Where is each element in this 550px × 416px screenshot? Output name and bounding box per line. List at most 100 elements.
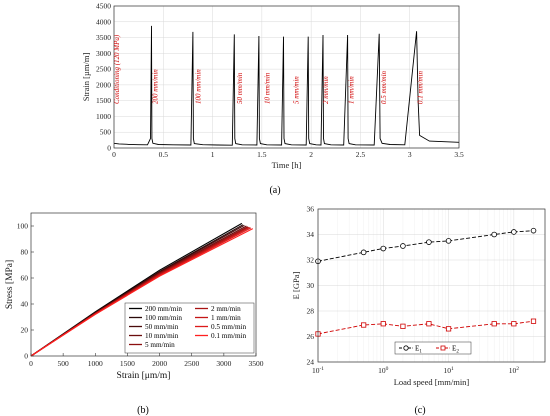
legend-label-b: 1 mm/min <box>211 314 241 322</box>
tick-label-x-a: 2.5 <box>356 150 366 159</box>
annotation-label: 2 mm/min <box>322 76 330 104</box>
tick-label-y-a: 4500 <box>96 2 111 11</box>
x-axis-label-c: Load speed [mm/min] <box>394 377 470 387</box>
caption-b: (b) <box>137 405 149 416</box>
annotation-label: Conditioning (120 MPa) <box>113 34 121 104</box>
tick-label-y-b: 0 <box>24 352 28 361</box>
panel-b-stress-strain: 0 500 1000 1500 2000 2500 3000 3500 0 20 40 60 80 100… <box>5 212 264 381</box>
tick-label-y-a: 0 <box>107 144 111 153</box>
tick-label-x-b: 0 <box>29 359 33 368</box>
marker-E1 <box>380 245 387 252</box>
frame-b <box>30 212 257 357</box>
annotation-label: 1 mm/min <box>348 76 356 104</box>
y-axis-label-b: Stress [MPa] <box>5 260 15 309</box>
tick-label-x-b: 2000 <box>152 359 167 368</box>
legend-label-b: 5 mm/min <box>145 341 175 349</box>
tick-label-x-b: 1000 <box>88 359 103 368</box>
tick-label-y-a: 3000 <box>96 49 111 58</box>
strain-line <box>113 25 460 146</box>
annotation-label: 0.5 mm/min <box>380 70 388 104</box>
legend-label-b: 0.5 mm/min <box>211 323 247 331</box>
tick-label-y-a: 500 <box>100 128 112 137</box>
tick-label-y-a: 1500 <box>96 96 111 105</box>
tick-label-x-a: 1.5 <box>257 150 267 159</box>
tick-label-y-a: 1000 <box>96 112 111 121</box>
marker-E1 <box>530 227 537 234</box>
tick-label-y-b: 80 <box>21 248 29 257</box>
tick-label-x-a: 1 <box>211 150 215 159</box>
marker-E2 <box>380 321 386 327</box>
legend-b <box>124 302 255 354</box>
tick-label-y-c: 26 <box>307 332 315 341</box>
y-axis-label-c: E [GPa] <box>291 272 301 300</box>
tick-label-y-b: 40 <box>21 300 29 309</box>
tick-label-y-b: 60 <box>21 274 29 283</box>
marker-E2 <box>530 318 537 324</box>
x-axis-label-b: Strain [μm/m] <box>117 371 171 381</box>
legend-label-c: E1 <box>415 345 422 355</box>
annotation-label: 200 mm/min <box>151 69 159 104</box>
marker-E1 <box>511 229 517 235</box>
tick-label-x-b: 500 <box>58 359 70 368</box>
plot-area-a <box>114 6 459 148</box>
tick-label-y-a: 4000 <box>96 17 111 26</box>
legend-label-b: 10 mm/min <box>145 332 179 340</box>
frame-a <box>113 5 460 149</box>
tick-label-x-a: 3 <box>408 150 412 159</box>
curve-0-1-mm-min <box>30 228 254 357</box>
tick-label-y-c: 24 <box>307 358 315 367</box>
tick-label-x-a: 0.5 <box>159 150 169 159</box>
tick-label-y-b: 20 <box>21 326 29 335</box>
tick-label-x-b: 2500 <box>184 359 199 368</box>
legend-label-b: 0.1 mm/min <box>211 332 247 340</box>
annotation-label: 0.1 mm/min <box>417 70 425 104</box>
tick-label-x-a: 2 <box>309 150 313 159</box>
tick-label-x-c: 101 <box>443 366 454 375</box>
tick-label-y-c: 28 <box>307 307 315 316</box>
legend-marker-c <box>403 345 409 351</box>
tick-label-y-c: 30 <box>307 281 315 290</box>
tick-label-y-c: 36 <box>307 205 315 214</box>
tick-label-x-c: 102 <box>509 366 520 375</box>
tick-label-x-a: 3.5 <box>454 150 464 159</box>
marker-E1 <box>445 238 452 244</box>
marker-E1 <box>360 249 367 256</box>
legend-label-b: 100 mm/min <box>145 314 182 322</box>
tick-label-x-c: 100 <box>378 366 389 375</box>
tick-label-x-a: 0 <box>112 150 116 159</box>
marker-E2 <box>445 326 452 332</box>
tick-label-y-c: 34 <box>307 230 315 239</box>
marker-E1 <box>400 243 406 249</box>
panel-a-strain-time: 0 0.5 1 1.5 2 2.5 3 3.5 0 500 1000 1500 2000 2500 3000… <box>81 2 464 171</box>
marker-E1 <box>491 231 497 238</box>
annotation-label: 5 mm/min <box>292 76 300 104</box>
caption-a: (a) <box>269 185 280 196</box>
marker-E1 <box>426 239 432 245</box>
caption-c: (c) <box>414 405 425 416</box>
marker-E2 <box>511 321 517 327</box>
legend-label-b: 2 mm/min <box>211 305 241 313</box>
marker-E2 <box>426 321 432 327</box>
legend-label-b: 50 mm/min <box>145 323 179 331</box>
x-axis-label-a: Time [h] <box>272 160 302 170</box>
tick-label-y-a: 3500 <box>96 33 111 42</box>
legend-marker-c <box>440 345 446 351</box>
panel-c-modulus-speed: 10-1 100 101 102 24 26 28 30 32 34 36 E1 E2 Load spee… <box>291 205 546 387</box>
marker-E2 <box>491 321 497 327</box>
annotation-label: 100 mm/min <box>195 69 203 104</box>
tick-label-y-b: 100 <box>17 222 29 231</box>
marker-E2 <box>400 323 406 329</box>
tick-label-y-c: 32 <box>307 256 315 265</box>
tick-label-x-b: 3000 <box>216 359 231 368</box>
tick-label-y-a: 2000 <box>96 80 111 89</box>
legend-label-c: E2 <box>452 345 459 355</box>
marker-E2 <box>361 322 367 328</box>
tick-label-x-b: 3500 <box>249 359 264 368</box>
legend-label-b: 200 mm/min <box>145 305 182 313</box>
annotation-label: 50 mm/min <box>236 72 244 104</box>
legend-c <box>394 341 472 355</box>
frame-c <box>317 208 546 363</box>
tick-label-y-a: 2500 <box>96 65 111 74</box>
y-axis-label-a: Strain [µm/m] <box>81 53 91 102</box>
